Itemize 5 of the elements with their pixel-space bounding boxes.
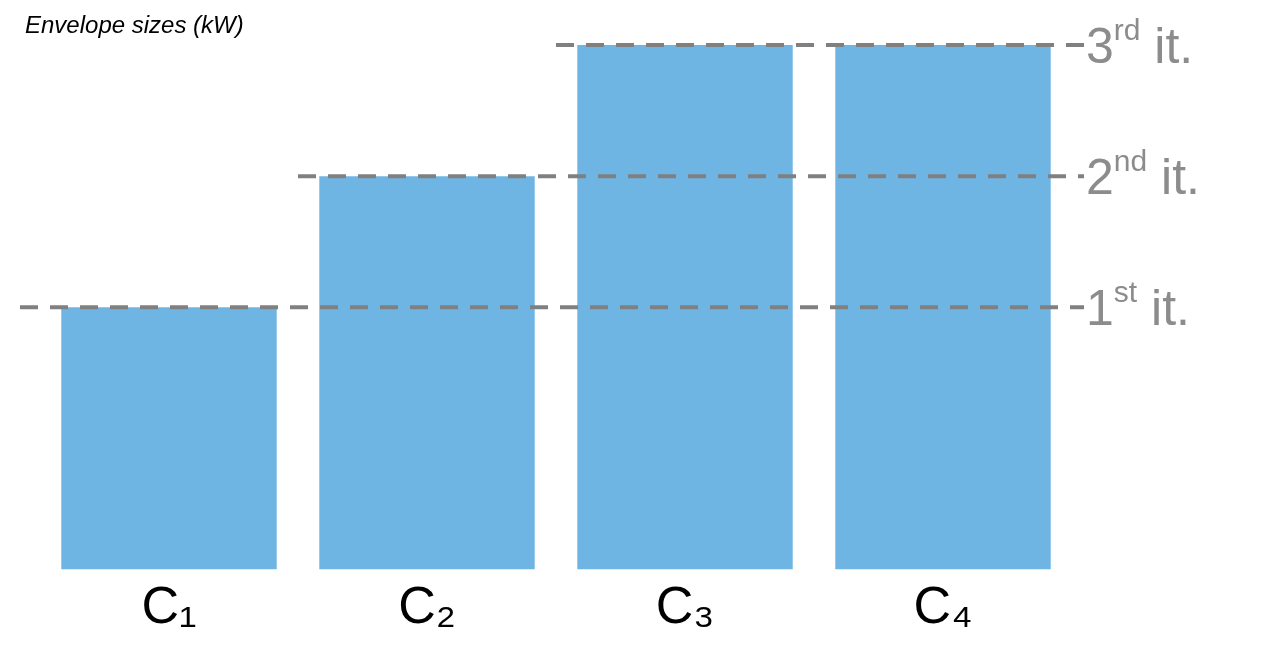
x-tick-label: C₄ [913, 576, 973, 635]
x-tick-label: C₂ [398, 576, 456, 635]
x-tick-label: C₁ [141, 576, 197, 635]
x-tick-label: C₃ [655, 576, 715, 635]
chart-title: Envelope sizes (kW) [25, 10, 244, 38]
